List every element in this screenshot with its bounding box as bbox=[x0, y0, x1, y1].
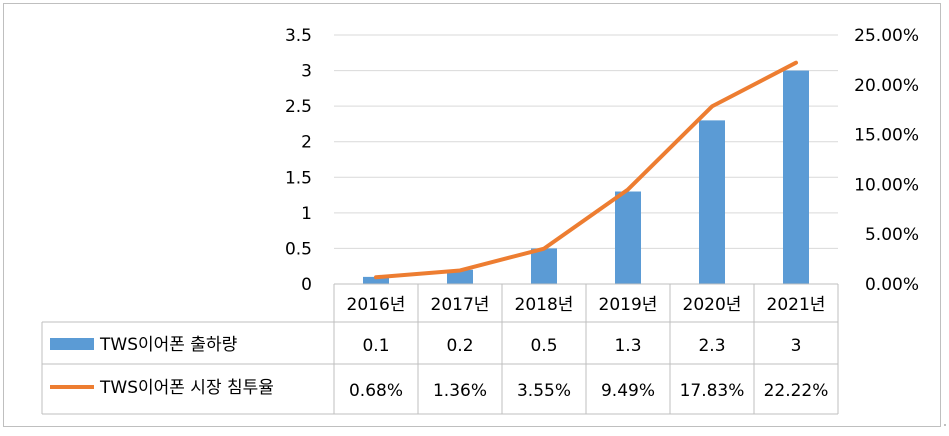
table-cell-shipments: 3 bbox=[791, 336, 802, 356]
table-cell-penetration: 3.55% bbox=[517, 381, 571, 401]
y-left-tick-label: 3.5 bbox=[285, 26, 312, 46]
bar bbox=[615, 191, 641, 284]
table-cell-shipments: 0.5 bbox=[530, 336, 557, 356]
y-left-tick-label: 0 bbox=[301, 275, 312, 295]
x-tick-label: 2017년 bbox=[431, 295, 490, 315]
chart-frame bbox=[3, 3, 941, 427]
y-left-tick-label: 3 bbox=[301, 62, 312, 82]
table-cell-shipments: 1.3 bbox=[614, 336, 641, 356]
y-right-tick-label: 5.00% bbox=[865, 225, 919, 245]
table-cell-shipments: 0.1 bbox=[362, 336, 389, 356]
y-right-tick-label: 25.00% bbox=[854, 26, 919, 46]
table-cell-shipments: 0.2 bbox=[446, 336, 473, 356]
bar bbox=[531, 248, 557, 284]
y-right-tick-label: 15.00% bbox=[854, 126, 919, 146]
legend-label-bar: TWS이어폰 출하량 bbox=[99, 335, 238, 355]
corner-mark bbox=[944, 424, 946, 426]
legend-key-bar bbox=[50, 338, 94, 350]
x-tick-label: 2020년 bbox=[683, 295, 742, 315]
table-cell-penetration: 22.22% bbox=[764, 381, 829, 401]
y-left-tick-label: 1 bbox=[301, 204, 312, 224]
table-cell-penetration: 9.49% bbox=[601, 381, 655, 401]
y-right-tick-label: 20.00% bbox=[854, 76, 919, 96]
bar bbox=[447, 269, 473, 284]
x-tick-label: 2018년 bbox=[515, 295, 574, 315]
x-tick-label: 2021년 bbox=[767, 295, 826, 315]
y-left-tick-label: 0.5 bbox=[285, 239, 312, 259]
y-right-tick-label: 0.00% bbox=[865, 275, 919, 295]
x-tick-label: 2016년 bbox=[347, 295, 406, 315]
table-cell-penetration: 17.83% bbox=[680, 381, 745, 401]
bar bbox=[783, 70, 809, 284]
table-cell-penetration: 0.68% bbox=[349, 381, 403, 401]
line-series bbox=[374, 60, 798, 280]
bar bbox=[699, 120, 725, 284]
bar bbox=[363, 276, 389, 284]
y-left-tick-label: 1.5 bbox=[285, 168, 312, 188]
x-tick-label: 2019년 bbox=[599, 295, 658, 315]
legend-label-line: TWS이어폰 시장 침투율 bbox=[99, 378, 274, 398]
table-cell-penetration: 1.36% bbox=[433, 381, 487, 401]
y-right-tick-label: 10.00% bbox=[854, 175, 919, 195]
y-left-tick-label: 2.5 bbox=[285, 97, 312, 117]
y-left-tick-label: 2 bbox=[301, 133, 312, 153]
table-cell-shipments: 2.3 bbox=[698, 336, 725, 356]
